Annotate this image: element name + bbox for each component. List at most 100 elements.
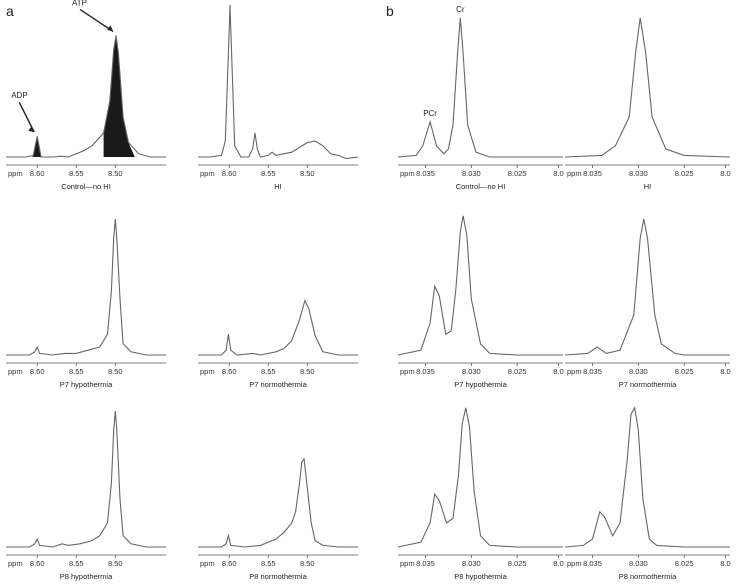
x-tick-label: 8.035 [583,169,602,178]
x-tick-label: 8.0 [720,367,730,376]
spectrum-trace [564,406,730,548]
x-tick-label: 8.60 [30,169,45,178]
x-tick-label: 8.025 [508,559,527,568]
x-tick-label: 8.60 [222,559,237,568]
plot-caption: P8 normothermia [619,572,677,581]
spectrum-plot-11: ppm 8.035 8.030 8.025 8.0 P8 hypothermia [397,407,564,581]
spectrum-trace [564,218,730,356]
x-tick-label: 8.50 [108,169,123,178]
peak-annotation-pcr: PCr [423,109,437,118]
x-tick-label: 8.030 [629,367,648,376]
x-tick-label: 8.030 [629,169,648,178]
x-tick-label: 8.55 [261,559,276,568]
x-tick-label: 8.035 [416,367,435,376]
annotation-arrowhead [28,126,35,133]
spectrum-plot-12: ppm 8.035 8.030 8.025 8.0 P8 normothermia [564,406,731,581]
x-tick-label: 8.0 [553,367,563,376]
axis-unit-label: ppm [567,367,582,376]
axis-unit-label: ppm [8,559,23,568]
spectrum-plot-7: ppm 8.035 8.030 8.025 8.0 P7 hypothermia [397,215,564,389]
axis-unit-label: ppm [200,169,215,178]
filled-peak-1 [32,136,43,157]
axis-unit-label: ppm [400,559,415,568]
peak-annotation-adp: ADP [11,91,27,100]
axis-unit-label: ppm [8,169,23,178]
plot-caption: P7 hypothermia [454,380,507,389]
x-tick-label: 8.55 [69,559,84,568]
x-tick-label: 8.030 [462,559,481,568]
x-tick-label: 8.0 [553,559,563,568]
plot-caption: P7 normothermia [249,380,307,389]
x-tick-label: 8.0 [553,169,563,178]
spectrum-plot-6: ppm 8.60 8.55 8.50 P7 normothermia [198,299,358,389]
axis-unit-label: ppm [567,559,582,568]
spectrum-trace [198,457,358,548]
peak-annotation-atp: ATP [72,0,87,7]
x-tick-label: 8.55 [261,169,276,178]
spectrum-trace [397,17,563,158]
plot-caption: P8 hypothermia [454,572,507,581]
x-tick-label: 8.60 [222,169,237,178]
axis-unit-label: ppm [567,169,582,178]
spectrum-plot-4: ppm 8.035 8.030 8.025 8.0 HI [564,17,731,191]
spectrum-plot-10: ppm 8.60 8.55 8.50 P8 normothermia [198,457,358,581]
x-tick-label: 8.025 [508,367,527,376]
axis-unit-label: ppm [400,169,415,178]
spectrum-plot-1: ppm 8.60 8.55 8.50 Control—no HI ADP ATP [6,0,166,191]
x-tick-label: 8.035 [416,559,435,568]
axis-unit-label: ppm [8,367,23,376]
x-tick-label: 8.030 [629,559,648,568]
x-tick-label: 8.50 [300,367,315,376]
axis-unit-label: ppm [200,367,215,376]
axis-unit-label: ppm [400,367,415,376]
x-tick-label: 8.035 [416,169,435,178]
spectrum-trace [6,218,166,356]
plot-caption: P8 hypothermia [60,572,113,581]
panel-label-b: b [386,3,394,19]
x-tick-label: 8.0 [720,169,730,178]
spectrum-trace [564,17,731,158]
plot-caption: P8 normothermia [249,572,307,581]
x-tick-label: 8.50 [300,559,315,568]
spectrum-trace [397,407,563,548]
annotation-arrow [79,8,114,32]
spectrum-trace [397,215,563,356]
x-tick-label: 8.55 [69,367,84,376]
x-tick-label: 8.030 [462,169,481,178]
annotation-arrowhead [107,25,114,32]
x-tick-label: 8.60 [30,559,45,568]
spectrum-plot-3: ppm 8.035 8.030 8.025 8.0 Control—no HI PCr Cr [397,5,564,191]
spectrum-plot-8: ppm 8.035 8.030 8.025 8.0 P7 normothermia [564,218,731,389]
x-tick-label: 8.0 [720,559,730,568]
spectrum-trace [6,410,166,548]
x-tick-label: 8.50 [300,169,315,178]
x-tick-label: 8.025 [675,559,694,568]
plot-caption: Control—no HI [456,182,506,191]
axis-unit-label: ppm [200,559,215,568]
plot-caption: HI [644,182,652,191]
plot-caption: P7 hypothermia [60,380,113,389]
spectrum-plot-5: ppm 8.60 8.55 8.50 P7 hypothermia [6,218,166,389]
plot-caption: P7 normothermia [619,380,677,389]
spectrum-trace [6,35,166,158]
plot-caption: Control—no HI [61,182,111,191]
spectrum-plot-2: ppm 8.60 8.55 8.50 HI [198,4,359,191]
x-tick-label: 8.50 [108,559,123,568]
spectrum-plot-9: ppm 8.60 8.55 8.50 P8 hypothermia [6,410,166,581]
panel-label-a: a [6,3,14,19]
x-tick-label: 8.030 [462,367,481,376]
x-tick-label: 8.035 [583,559,602,568]
spectra-grid: ppm 8.60 8.55 8.50 Control—no HI ADP ATP ppm 8.6… [6,0,731,581]
spectrum-trace [198,4,359,160]
peak-annotation-cr: Cr [456,5,465,14]
x-tick-label: 8.60 [222,367,237,376]
plot-caption: HI [274,182,282,191]
x-tick-label: 8.50 [108,367,123,376]
spectrum-trace [198,299,358,356]
x-tick-label: 8.025 [675,367,694,376]
x-tick-label: 8.55 [261,367,276,376]
x-tick-label: 8.025 [508,169,527,178]
x-tick-label: 8.55 [69,169,84,178]
x-tick-label: 8.035 [583,367,602,376]
